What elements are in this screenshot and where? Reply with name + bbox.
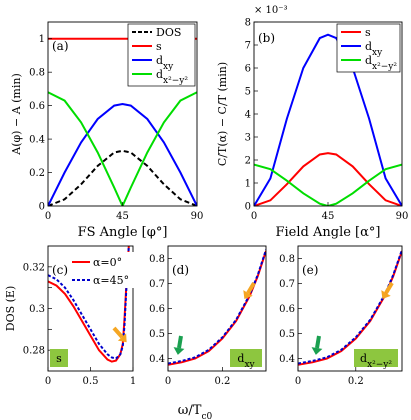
label-box bbox=[354, 349, 398, 367]
exponent-label: × 10⁻³ bbox=[254, 5, 288, 16]
legend-entry: α=45° bbox=[93, 274, 129, 287]
y-tick-label: 0.2 bbox=[29, 168, 45, 179]
panel-label: (a) bbox=[52, 39, 69, 53]
y-tick-label: 0.7 bbox=[149, 279, 165, 290]
green-arrow-head bbox=[311, 347, 323, 355]
orange-arrow-head bbox=[381, 290, 391, 300]
bottom-x-label: ω/Tc0 bbox=[178, 403, 213, 420]
panel-a: 0 45 90 0 0.2 0.4 0.6 0.8 1 FS Angle [φ°] A(φ) − A… bbox=[10, 21, 204, 240]
x-tick-label: 45 bbox=[116, 211, 129, 222]
panel-label: (c) bbox=[52, 263, 68, 277]
x-tick-label: 0.2 bbox=[214, 376, 230, 387]
x-axis-label: FS Angle [φ°] bbox=[78, 225, 168, 240]
legend-entry: dxy bbox=[156, 54, 174, 72]
y-tick-label: 0.6 bbox=[279, 304, 295, 315]
y-axis-label: C/T(α) − C/T (min) bbox=[216, 62, 229, 166]
panel-label: (e) bbox=[302, 263, 318, 277]
series-line-b-1 bbox=[254, 33, 402, 206]
legend-entry: DOS bbox=[156, 26, 181, 39]
x-tick-label: 0.2 bbox=[348, 376, 364, 387]
y-tick-label: 0.4 bbox=[149, 354, 165, 365]
legend-entry: dx²−y² bbox=[365, 54, 397, 72]
x-tick-label: 0 bbox=[295, 376, 301, 387]
x-tick-label: 0.5 bbox=[83, 376, 99, 387]
label-box-text: dxy bbox=[237, 352, 255, 370]
green-arrow bbox=[177, 335, 183, 349]
legend-entry: s bbox=[156, 40, 162, 53]
y-tick-label: 0.7 bbox=[279, 279, 295, 290]
y-tick-label: 0.5 bbox=[149, 329, 165, 340]
x-tick-label: 90 bbox=[191, 211, 204, 222]
y-tick-label: 0.8 bbox=[149, 254, 165, 265]
x-tick-label: 0 bbox=[45, 376, 51, 387]
panel-e: 0 0.2 0.4 0.5 0.6 0.7 0.8 (e) dx²−y² bbox=[279, 245, 403, 387]
label-box-text: dx²−y² bbox=[360, 352, 392, 370]
y-tick-label: 5 bbox=[245, 87, 251, 98]
y-tick-label: 4 bbox=[245, 110, 251, 121]
x-tick-label: 0 bbox=[251, 211, 257, 222]
y-axis-label: DOS (E) bbox=[4, 286, 17, 331]
series-line-a-3 bbox=[48, 91, 197, 206]
y-tick-label: 7 bbox=[245, 41, 251, 52]
green-arrow bbox=[315, 335, 321, 349]
orange-arrow bbox=[246, 281, 256, 295]
y-tick-label: 3 bbox=[245, 133, 251, 144]
x-tick-label: 90 bbox=[396, 211, 409, 222]
y-tick-label: 6 bbox=[245, 64, 251, 75]
y-tick-label: 0 bbox=[39, 202, 45, 213]
y-tick-label: 0.8 bbox=[29, 68, 45, 79]
series-line-b-2 bbox=[254, 163, 402, 206]
y-tick-label: 0.6 bbox=[29, 101, 45, 112]
orange-arrow-head bbox=[243, 290, 253, 300]
y-tick-label: 0 bbox=[245, 202, 251, 213]
series-line-b-0 bbox=[254, 152, 402, 206]
legend-entry: dx²−y² bbox=[156, 68, 188, 86]
series-line-d-1 bbox=[168, 249, 266, 365]
legend-box bbox=[127, 23, 196, 87]
label-box-text: s bbox=[56, 352, 62, 365]
panel-label: (d) bbox=[172, 263, 189, 277]
orange-arrow-head bbox=[117, 333, 127, 343]
legend-entry: dxy bbox=[365, 40, 383, 58]
panel-c: 0 0.5 1 0.28 0.3 0.32 DOS (E) (c) α=0° α=45° s bbox=[4, 245, 140, 387]
orange-arrow bbox=[112, 326, 124, 339]
y-tick-label: 1 bbox=[245, 179, 251, 190]
label-box bbox=[230, 349, 262, 367]
y-axis-label: A(φ) − A (min) bbox=[10, 73, 23, 156]
y-tick-label: 0.3 bbox=[29, 304, 45, 315]
panel-d: 0 0.2 0.4 0.5 0.6 0.7 0.8 (d) dxy bbox=[149, 245, 267, 387]
series-line-e-1 bbox=[298, 249, 402, 365]
y-tick-label: 2 bbox=[245, 156, 251, 167]
legend-entry: α=0° bbox=[93, 256, 122, 269]
orange-arrow bbox=[384, 281, 394, 295]
x-tick-label: 0 bbox=[45, 211, 51, 222]
x-tick-label: 0 bbox=[165, 376, 171, 387]
y-tick-label: 8 bbox=[245, 18, 251, 29]
green-arrow-head bbox=[173, 347, 185, 355]
label-box bbox=[50, 349, 68, 367]
x-tick-label: 45 bbox=[322, 211, 335, 222]
panel-label: (b) bbox=[258, 31, 275, 45]
x-tick-label: 1 bbox=[130, 376, 136, 387]
series-line-a-2 bbox=[48, 102, 197, 206]
y-tick-label: 0.5 bbox=[279, 329, 295, 340]
y-tick-label: 0.28 bbox=[23, 346, 45, 357]
series-line-a-0 bbox=[48, 149, 197, 206]
legend-entry: s bbox=[365, 26, 371, 39]
series-line-c-1 bbox=[48, 246, 130, 360]
y-tick-label: 0.4 bbox=[279, 354, 295, 365]
y-tick-label: 1 bbox=[39, 34, 45, 45]
legend-box bbox=[70, 252, 140, 288]
y-tick-label: 0.4 bbox=[29, 135, 45, 146]
y-tick-label: 0.32 bbox=[23, 262, 45, 273]
y-tick-label: 0.8 bbox=[279, 254, 295, 265]
series-line-c-0 bbox=[48, 246, 130, 363]
x-axis-label: Field Angle [α°] bbox=[276, 225, 381, 240]
y-tick-label: 0.6 bbox=[149, 304, 165, 315]
